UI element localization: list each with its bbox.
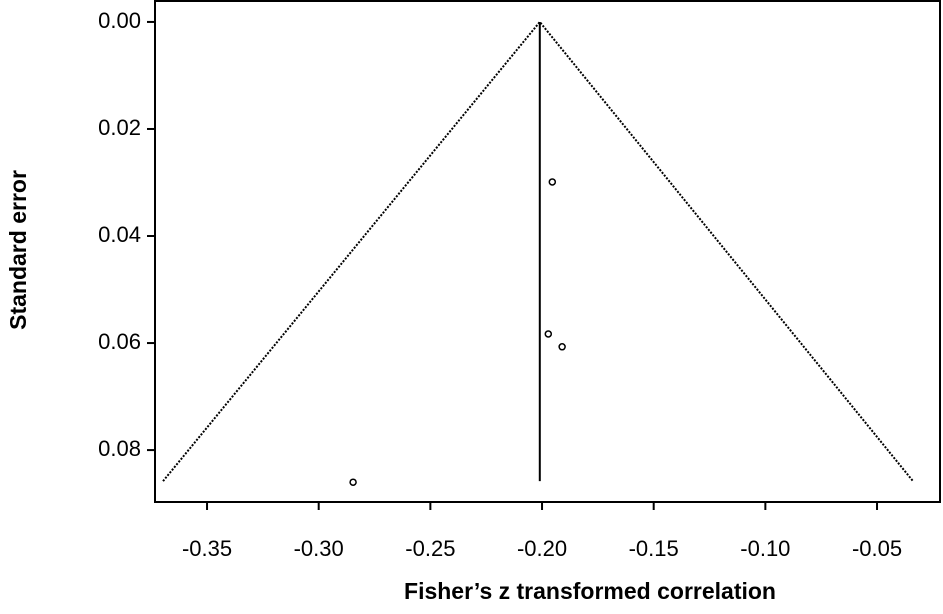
- x-axis-title: Fisher’s z transformed correlation: [404, 578, 776, 604]
- x-tick-label: -0.25: [405, 536, 455, 561]
- x-tick-label: -0.10: [740, 536, 790, 561]
- y-tick-label: 0.04: [98, 222, 141, 247]
- funnel-line: [162, 20, 914, 482]
- study-point: [544, 330, 553, 338]
- x-tick-label: -0.20: [517, 536, 567, 561]
- x-tick-label: -0.15: [629, 536, 679, 561]
- x-tick-label: -0.05: [852, 536, 902, 561]
- study-point: [548, 178, 557, 186]
- y-tick-label: 0.06: [98, 329, 141, 354]
- y-tick-label: 0.08: [98, 436, 141, 461]
- study-point: [349, 478, 357, 486]
- study-point: [558, 343, 566, 351]
- y-tick-label: 0.00: [98, 8, 141, 33]
- x-tick-label: -0.30: [294, 536, 344, 561]
- y-axis-title: Standard error: [5, 170, 31, 330]
- plot-frame: [154, 0, 941, 503]
- x-tick-label: -0.35: [182, 536, 232, 561]
- y-tick-label: 0.02: [98, 115, 141, 140]
